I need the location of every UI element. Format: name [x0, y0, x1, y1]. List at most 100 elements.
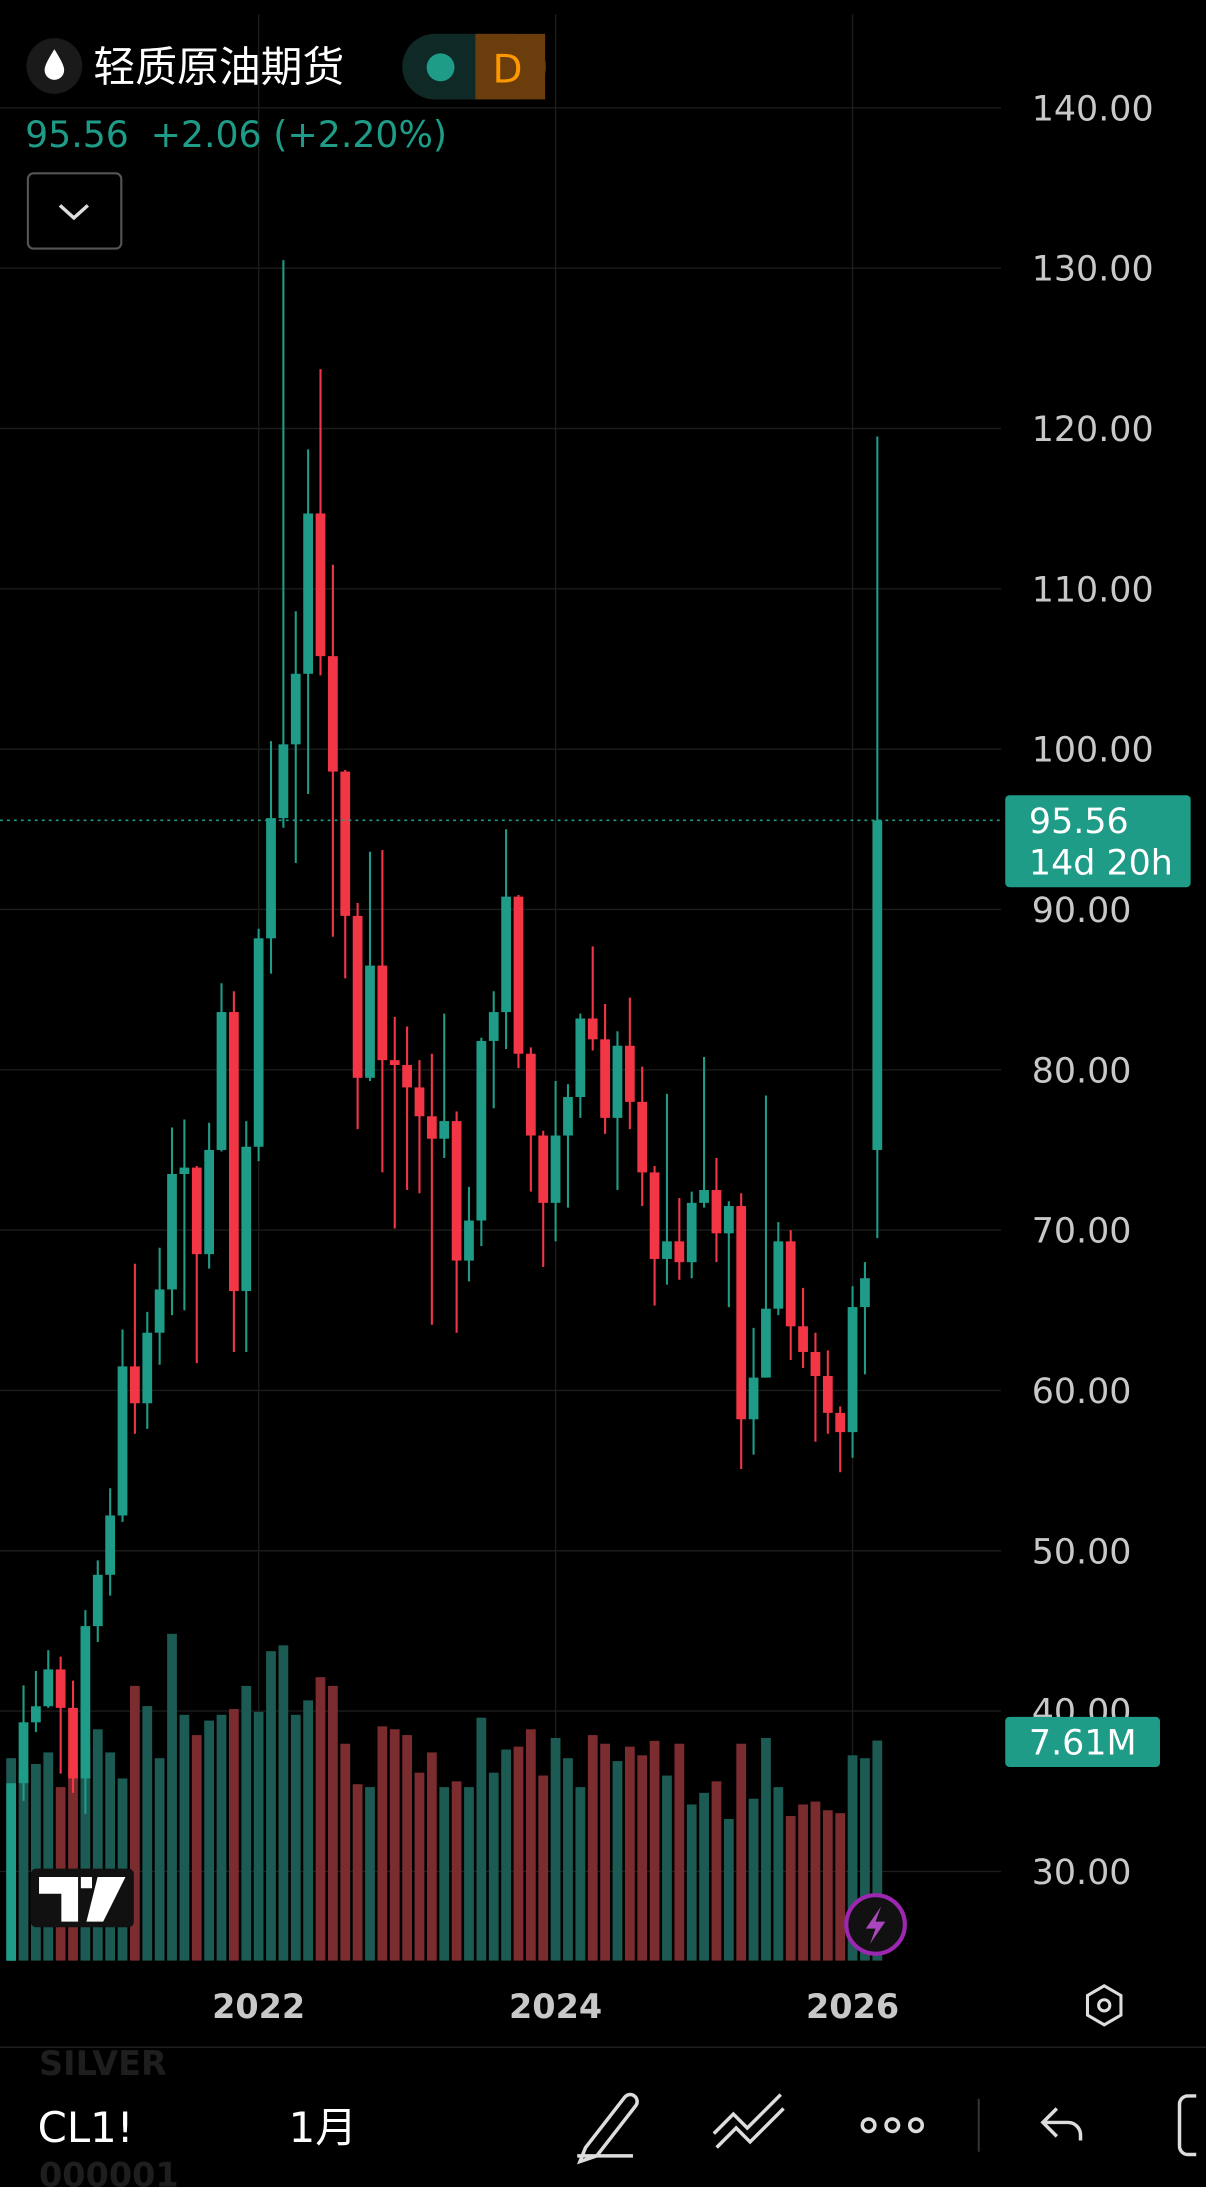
volume-bar — [154, 1758, 165, 1961]
volume-bar — [686, 1804, 697, 1961]
candle-body — [662, 1241, 672, 1259]
candle-body — [130, 1366, 140, 1404]
y-tick-label: 80.00 — [1032, 1051, 1132, 1091]
volume-bar — [18, 1772, 29, 1961]
header-price: 95.56 — [25, 113, 129, 156]
candle-body — [303, 513, 314, 674]
volume-bar — [216, 1714, 227, 1961]
volume-bar — [31, 1763, 41, 1961]
more-button[interactable] — [860, 2117, 925, 2134]
volume-bar — [624, 1746, 635, 1961]
candle-body — [798, 1326, 808, 1352]
candle-body — [167, 1173, 177, 1290]
interval-button[interactable]: 1月 — [289, 2103, 357, 2152]
candle-body — [773, 1241, 784, 1309]
volume-bar — [43, 1752, 54, 1961]
candle-body — [278, 744, 289, 819]
y-tick-label: 60.00 — [1032, 1372, 1132, 1412]
volume-bar — [130, 1685, 140, 1961]
volume-bar — [105, 1752, 116, 1961]
candle-body — [43, 1669, 54, 1707]
candle-body — [711, 1190, 722, 1234]
volume-label-box — [1005, 1716, 1160, 1768]
volume-bar — [513, 1746, 524, 1961]
y-tick-label: 50.00 — [1032, 1532, 1132, 1572]
candle-body — [860, 1278, 870, 1308]
draw-tool[interactable] — [576, 2092, 639, 2165]
candle-body — [872, 820, 883, 1150]
candle-body — [835, 1412, 846, 1433]
volume-bar — [365, 1787, 375, 1961]
volume-bar — [290, 1714, 301, 1961]
candle-body — [105, 1515, 116, 1575]
candle-body — [327, 656, 338, 772]
settings-dot — [1097, 1998, 1112, 2013]
volume-label: 7.61M — [1029, 1723, 1137, 1763]
trend-tool[interactable] — [712, 2093, 785, 2149]
volume-bar — [612, 1761, 623, 1961]
candle-body — [315, 513, 326, 657]
candle-body — [290, 673, 301, 745]
undo-button[interactable] — [1040, 2107, 1083, 2141]
volume-bar — [798, 1804, 808, 1961]
candle-body — [204, 1149, 215, 1255]
volume-bar — [525, 1729, 536, 1961]
volume-bar — [822, 1810, 833, 1961]
volume-bar — [80, 1746, 91, 1961]
candle-body — [649, 1172, 660, 1259]
candle-body — [736, 1206, 747, 1420]
volume-bar — [476, 1717, 487, 1961]
fullscreen-button[interactable] — [1177, 2094, 1197, 2157]
chevron — [58, 204, 90, 221]
header-change-pct: (+2.20%) — [273, 113, 447, 156]
volume-bar — [723, 1818, 734, 1961]
header-change: +2.06 — [151, 113, 262, 156]
volume-bar — [785, 1816, 796, 1961]
last-price-label: 95.56 — [1029, 802, 1129, 842]
volume-bar — [488, 1772, 499, 1961]
volume-bar — [699, 1792, 709, 1961]
volume-bar — [600, 1743, 610, 1961]
candle-body — [563, 1097, 573, 1136]
volume-bar — [847, 1755, 858, 1961]
volume-bar — [167, 1633, 177, 1961]
candle-body — [266, 818, 276, 939]
volume-bar — [649, 1740, 660, 1961]
volume-bar — [748, 1798, 759, 1961]
volume-bar — [674, 1743, 685, 1961]
candle-body — [451, 1121, 462, 1261]
volume-bar — [835, 1813, 846, 1961]
candle-body — [439, 1121, 450, 1139]
candle-body — [340, 771, 351, 916]
axis: 140.00 130.00 120.00 110.00 100.00 90.00 80.00… — [212, 89, 1191, 2026]
candle-body — [426, 1116, 437, 1139]
volume-bar — [501, 1749, 511, 1961]
settings-button[interactable] — [1085, 1984, 1123, 2027]
candle-body — [723, 1206, 734, 1234]
x-tick-label: 2024 — [509, 1987, 602, 2026]
dropdown-button[interactable] — [26, 172, 123, 250]
volume-bar — [426, 1752, 437, 1961]
volume-bar — [327, 1685, 338, 1961]
toolbar: SILVER 000001 CL1! 1月 — [0, 1984, 1206, 2187]
symbol-button[interactable]: CL1! — [38, 2103, 134, 2152]
volume-bar — [761, 1737, 771, 1961]
candle-body — [154, 1289, 165, 1333]
last-price-box — [1005, 795, 1191, 888]
y-tick-label: 70.00 — [1032, 1212, 1132, 1252]
volume-bar — [352, 1784, 363, 1961]
candle-body — [624, 1045, 635, 1102]
candle-body — [810, 1351, 821, 1377]
lightning-button[interactable] — [844, 1893, 907, 1956]
candle-body — [6, 1783, 17, 1961]
candle-body — [476, 1040, 487, 1221]
volume-bar — [315, 1677, 326, 1961]
volume-bar — [377, 1726, 388, 1961]
volume-bar — [142, 1706, 153, 1961]
ghost-code: 000001 — [39, 2156, 179, 2187]
candle-body — [699, 1190, 709, 1203]
volume-bar — [92, 1729, 103, 1961]
volume-bar — [736, 1743, 747, 1961]
volume-bar — [575, 1787, 586, 1961]
